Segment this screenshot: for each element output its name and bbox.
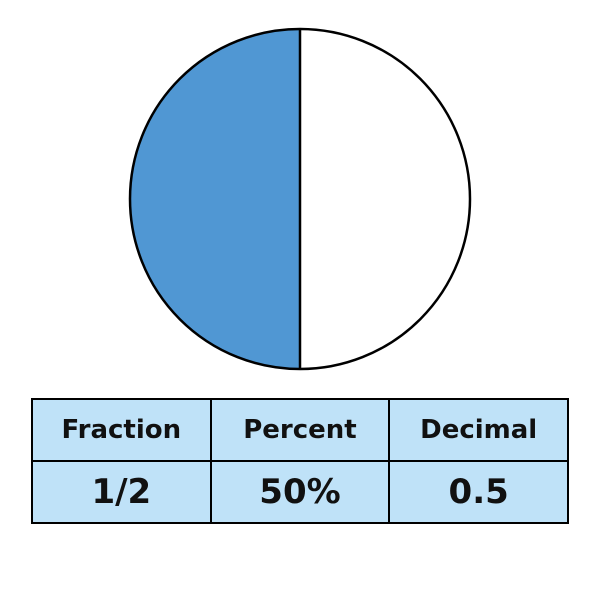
decimal-header: Decimal — [388, 398, 569, 462]
decimal-value: 0.5 — [388, 460, 569, 524]
percent-header: Percent — [209, 398, 391, 462]
pie-slice-filled — [130, 29, 300, 369]
pie-slice-unfilled — [300, 29, 470, 369]
table-value-row: 1/2 50% 0.5 — [31, 460, 569, 524]
fraction-pie-chart — [128, 27, 472, 371]
equivalence-table: Fraction Percent Decimal 1/2 50% 0.5 — [31, 398, 569, 524]
pie-outline — [128, 27, 472, 371]
fraction-value: 1/2 — [31, 460, 212, 524]
table-header-row: Fraction Percent Decimal — [31, 398, 569, 462]
fraction-header: Fraction — [31, 398, 212, 462]
percent-value: 50% — [209, 460, 391, 524]
